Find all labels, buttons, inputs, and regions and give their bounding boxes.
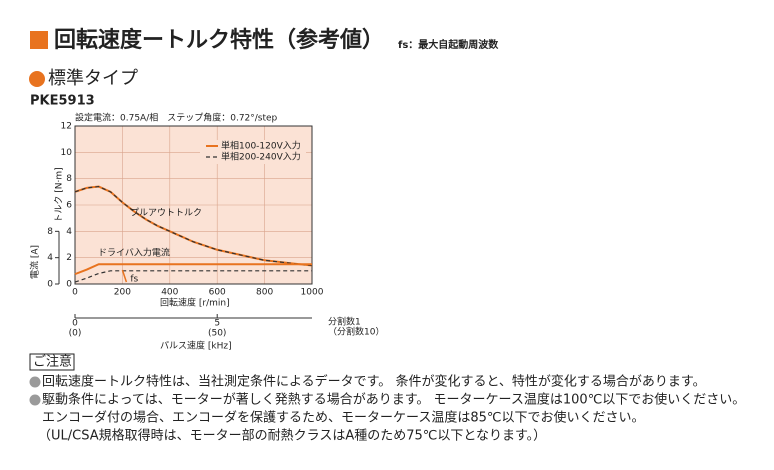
note: エンコーダ付の場合、エンコーダを保護するため、モーターケース温度は85℃以下でお… (42, 410, 645, 426)
conditions: 設定電流：0.75A/相 ステップ角度：0.72°/step (75, 112, 278, 124)
x-tick-label: 0 (72, 288, 78, 298)
subtitle-dot (29, 71, 45, 87)
fs-label: fs (130, 275, 138, 285)
pulse-tick-label: (50) (208, 329, 226, 339)
legend-box (200, 140, 306, 164)
y-tick-label: 4 (66, 227, 72, 237)
pulse-tick-label: (0) (69, 329, 82, 339)
x-tick-label: 800 (256, 288, 273, 298)
y-axis-label: トルク [N·m] (54, 167, 65, 222)
y-tick-label: 0 (66, 280, 72, 290)
title-square (30, 31, 48, 49)
fs-note: fs：最大自起動周波数 (398, 38, 499, 51)
title: 回転速度ートルク特性（参考値） (54, 27, 384, 53)
x-axis-label: 回転速度 [r/min] (160, 297, 230, 309)
y-tick-label: 10 (61, 148, 73, 158)
curve (74, 263, 312, 276)
bullet (29, 394, 41, 406)
pulse-tick-label: 5 (214, 319, 220, 329)
note: 回転速度ートルク特性は、当社測定条件によるデータです。 条件が変化すると、特性が… (42, 374, 706, 390)
y2-tick-label: 0 (47, 280, 53, 290)
y-tick-label: 6 (66, 201, 72, 211)
y-tick-label: 2 (66, 253, 72, 263)
notes-heading-box (29, 353, 75, 371)
model: PKE5913 (30, 94, 95, 109)
subtitle: 標準タイプ (48, 68, 138, 89)
division-label: 分割数1 (328, 316, 361, 328)
pulse-tick-label: 0 (72, 319, 78, 329)
annotation: プルアウトトルク (130, 208, 202, 219)
plot-frame (74, 125, 313, 285)
curve (74, 185, 313, 267)
note: （UL/CSA規格取得時は、モーター部の耐熱クラスはA種のため75℃以下となりま… (38, 428, 546, 444)
notes-heading: ご注意 (33, 354, 72, 370)
y-tick-label: 8 (66, 174, 72, 184)
x-tick-label: 200 (114, 288, 131, 298)
x-tick-label: 600 (209, 288, 226, 298)
pulse-axis-label: パルス速度 [kHz] (160, 340, 232, 352)
division-label: （分割数10） (328, 326, 384, 338)
annotation: ドライバ入力電流 (98, 247, 170, 259)
x-tick-label: 400 (161, 288, 178, 298)
legend-label: 単相200-240V入力 (221, 151, 301, 163)
y-tick-label: 12 (61, 122, 72, 132)
y2-axis-label: 電流 [A] (29, 245, 41, 279)
legend-label: 単相100-120V入力 (221, 140, 301, 152)
note: 駆動条件によっては、モーターが著しく発熱する場合があります。 モーターケース温度… (42, 392, 745, 408)
y2-tick-label: 4 (47, 253, 53, 263)
y2-tick-label: 8 (47, 227, 53, 237)
bullet (29, 376, 41, 388)
fs-marker (121, 269, 128, 283)
curve (74, 270, 312, 283)
x-tick-label: 1000 (301, 288, 324, 298)
